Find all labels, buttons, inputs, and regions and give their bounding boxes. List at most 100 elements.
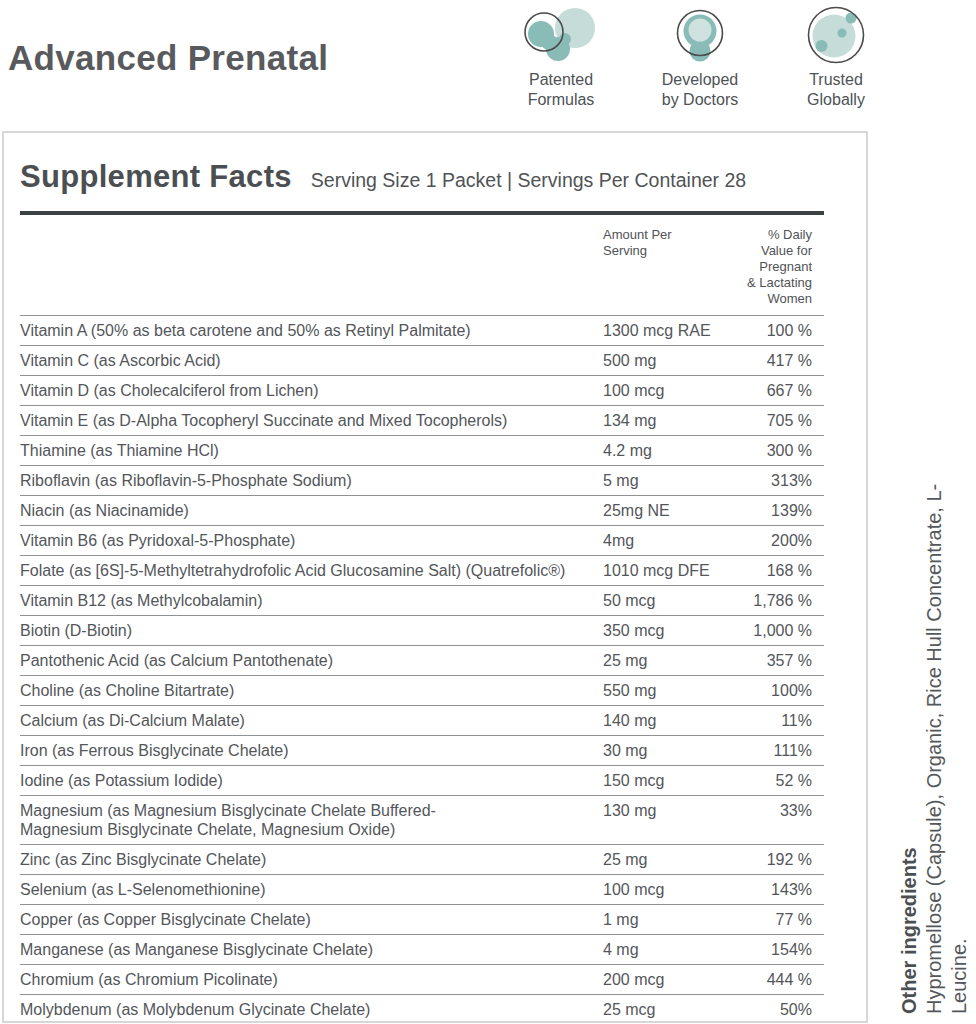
nutrient-amount: 140 mg [603,711,743,730]
nutrient-daily-value: 200% [743,531,824,550]
nutrient-daily-value: 1,786 % [743,591,824,610]
table-row: Iron (as Ferrous Bisglycinate Chelate) 3… [20,736,824,766]
nutrient-daily-value: 154% [743,940,824,959]
nutrient-name: Choline (as Choline Bitartrate) [20,681,603,700]
nutrient-amount: 5 mg [603,471,743,490]
globe-icon [784,4,888,66]
nutrient-daily-value: 313% [743,471,824,490]
nutrient-daily-value: 111% [743,741,824,760]
nutrient-amount: 100 mcg [603,381,743,400]
table-row: Manganese (as Manganese Bisglycinate Che… [20,935,824,965]
nutrient-name: Magnesium (as Magnesium Bisglycinate Che… [20,801,603,839]
other-ingredients-note: Other ingredients Hypromellose (Capsule)… [897,454,972,1014]
table-row: Vitamin D (as Cholecalciferol from Liche… [20,376,824,406]
table-row: Niacin (as Niacinamide) 25mg NE 139% [20,496,824,526]
nutrient-daily-value: 100% [743,681,824,700]
nutrient-daily-value: 1,000 % [743,621,824,640]
nutrient-daily-value: 300 % [743,441,824,460]
table-row: Zinc (as Zinc Bisglycinate Chelate) 25 m… [20,845,824,875]
nutrient-name: Vitamin A (50% as beta carotene and 50% … [20,321,603,340]
nutrient-name: Vitamin D (as Cholecalciferol from Liche… [20,381,603,400]
nutrient-amount: 500 mg [603,351,743,370]
badge-trusted-globally: Trusted Globally [784,4,888,110]
nutrient-name: Riboflavin (as Riboflavin-5-Phosphate So… [20,471,603,490]
column-headers: Amount Per Serving % Daily Value for Pre… [20,215,824,316]
nutrient-amount: 25mg NE [603,501,743,520]
badge-label: Developed by Doctors [648,70,752,110]
table-row: Vitamin A (50% as beta carotene and 50% … [20,316,824,346]
nutrient-daily-value: 11% [743,711,824,730]
nutrient-daily-value: 705 % [743,411,824,430]
table-row: Vitamin C (as Ascorbic Acid) 500 mg 417 … [20,346,824,376]
nutrient-daily-value: 139% [743,501,824,520]
nutrient-name: Vitamin C (as Ascorbic Acid) [20,351,603,370]
nutrient-name: Molybdenum (as Molybdenum Glycinate Chel… [20,1000,603,1019]
nutrient-amount: 1300 mcg RAE [603,321,743,340]
nutrient-daily-value: 100 % [743,321,824,340]
nutrient-amount: 4mg [603,531,743,550]
nutrient-table: Vitamin A (50% as beta carotene and 50% … [20,316,866,1024]
nutrient-name: Chromium (as Chromium Picolinate) [20,970,603,989]
table-row: Biotin (D-Biotin) 350 mcg 1,000 % [20,616,824,646]
table-row: Vitamin B6 (as Pyridoxal-5-Phosphate) 4m… [20,526,824,556]
table-row: Calcium (as Di-Calcium Malate) 140 mg 11… [20,706,824,736]
other-ingredients-title: Other ingredients [897,454,922,1014]
nutrient-amount: 25 mg [603,651,743,670]
nutrient-name: Thiamine (as Thiamine HCl) [20,441,603,460]
badge-developed-by-doctors: Developed by Doctors [648,4,752,110]
table-row: Selenium (as L-Selenomethionine) 100 mcg… [20,875,824,905]
nutrient-amount: 25 mg [603,850,743,869]
nutrient-amount: 1 mg [603,910,743,929]
nutrient-daily-value: 143% [743,880,824,899]
nutrient-amount: 200 mcg [603,970,743,989]
nutrient-amount: 1010 mcg DFE [603,561,743,580]
nutrient-daily-value: 33% [743,801,824,839]
table-row: Choline (as Choline Bitartrate) 550 mg 1… [20,676,824,706]
badge-patented-formulas: Patented Formulas [501,4,621,110]
nutrient-name: Copper (as Copper Bisglycinate Chelate) [20,910,603,929]
nutrient-amount: 4 mg [603,940,743,959]
nutrient-daily-value: 667 % [743,381,824,400]
table-row: Riboflavin (as Riboflavin-5-Phosphate So… [20,466,824,496]
supplement-facts-title: Supplement Facts [20,159,292,195]
serving-info: Serving Size 1 Packet | Servings Per Con… [311,169,746,192]
nutrient-name: Vitamin B6 (as Pyridoxal-5-Phosphate) [20,531,603,550]
nutrient-name: Folate (as [6S]-5-Methyltetrahydrofolic … [20,561,603,580]
nutrient-daily-value: 52 % [743,771,824,790]
table-row: Vitamin B12 (as Methylcobalamin) 50 mcg … [20,586,824,616]
nutrient-name: Iron (as Ferrous Bisglycinate Chelate) [20,741,603,760]
nutrient-daily-value: 357 % [743,651,824,670]
table-row: Thiamine (as Thiamine HCl) 4.2 mg 300 % [20,436,824,466]
table-row: Molybdenum (as Molybdenum Glycinate Chel… [20,995,824,1024]
molecules-icon [501,4,621,66]
nutrient-name: Zinc (as Zinc Bisglycinate Chelate) [20,850,603,869]
cell-icon [648,4,752,66]
nutrient-amount: 134 mg [603,411,743,430]
table-row: Chromium (as Chromium Picolinate) 200 mc… [20,965,824,995]
nutrient-name: Manganese (as Manganese Bisglycinate Che… [20,940,603,959]
table-row: Folate (as [6S]-5-Methyltetrahydrofolic … [20,556,824,586]
nutrient-amount: 350 mcg [603,621,743,640]
daily-value-column-header: % Daily Value for Pregnant & Lactating W… [743,227,824,307]
nutrient-daily-value: 417 % [743,351,824,370]
nutrient-daily-value: 192 % [743,850,824,869]
nutrient-amount: 550 mg [603,681,743,700]
nutrient-amount: 30 mg [603,741,743,760]
badge-label: Trusted Globally [784,70,888,110]
table-row: Vitamin E (as D-Alpha Tocopheryl Succina… [20,406,824,436]
nutrient-amount: 25 mcg [603,1000,743,1019]
nutrient-amount: 4.2 mg [603,441,743,460]
name-column-spacer [20,227,603,307]
nutrient-name: Biotin (D-Biotin) [20,621,603,640]
table-row: Copper (as Copper Bisglycinate Chelate) … [20,905,824,935]
nutrient-amount: 130 mg [603,801,743,839]
nutrient-name: Vitamin E (as D-Alpha Tocopheryl Succina… [20,411,603,430]
nutrient-daily-value: 77 % [743,910,824,929]
nutrient-name: Vitamin B12 (as Methylcobalamin) [20,591,603,610]
table-row: Iodine (as Potassium Iodide) 150 mcg 52 … [20,766,824,796]
nutrient-amount: 150 mcg [603,771,743,790]
nutrient-name: Iodine (as Potassium Iodide) [20,771,603,790]
nutrient-daily-value: 444 % [743,970,824,989]
nutrient-daily-value: 168 % [743,561,824,580]
supplement-facts-panel: Supplement Facts Serving Size 1 Packet |… [2,131,868,1023]
